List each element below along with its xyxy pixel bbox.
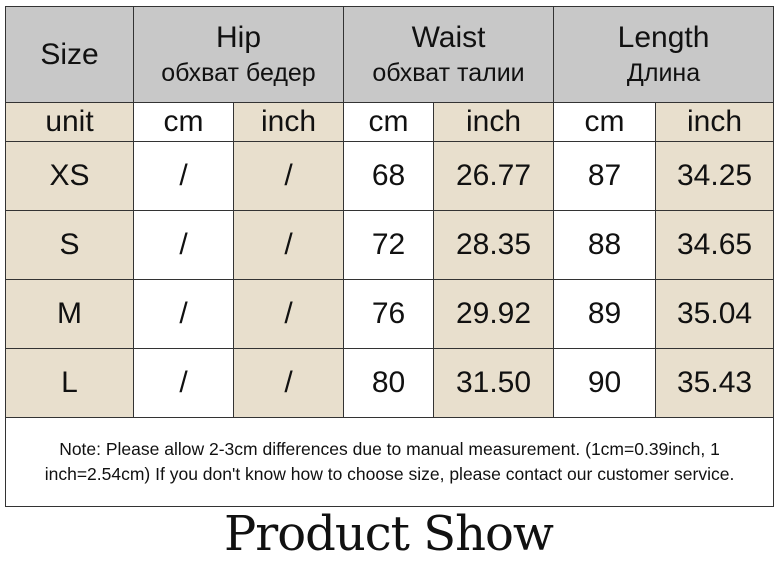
table-cell: 72 (343, 210, 434, 280)
unit-row: unit cm inch cm inch cm inch (5, 102, 775, 142)
table-cell: 34.25 (655, 141, 775, 211)
size-header-label: Size (40, 37, 99, 71)
table-cell: / (133, 210, 234, 280)
table-cell: 35.43 (655, 348, 775, 418)
table-cell: / (233, 279, 344, 349)
table-cell: 90 (553, 348, 657, 418)
waist-header-ru: обхват талии (372, 58, 525, 87)
unit-cell: cm (133, 102, 234, 142)
table-cell: / (133, 279, 234, 349)
table-cell: 89 (553, 279, 657, 349)
hip-header-en: Hip (215, 20, 261, 54)
table-row: M / / 76 29.92 89 35.04 (5, 279, 775, 349)
measurement-note: Note: Please allow 2-3cm differences due… (4, 417, 775, 507)
table-cell: 87 (553, 141, 657, 211)
table-cell: 35.04 (655, 279, 775, 349)
table-row: S / / 72 28.35 88 34.65 (5, 210, 775, 280)
table-cell: / (233, 141, 344, 211)
size-cell: XS (5, 141, 134, 211)
table-row: L / / 80 31.50 90 35.43 (5, 348, 775, 418)
unit-cell: cm (553, 102, 657, 142)
table-cell: 76 (343, 279, 434, 349)
table-row: XS / / 68 26.77 87 34.25 (5, 141, 775, 211)
table-cell: 88 (553, 210, 657, 280)
unit-cell: inch (432, 102, 555, 142)
table-cell: 26.77 (432, 141, 555, 211)
length-header-en: Length (617, 20, 710, 54)
table-cell: 29.92 (432, 279, 555, 349)
size-cell: L (5, 348, 134, 418)
size-cell: S (5, 210, 134, 280)
waist-header: Waist обхват талии (342, 6, 555, 103)
unit-cell: unit (5, 102, 134, 142)
waist-header-en: Waist (411, 20, 486, 54)
table-cell: 31.50 (432, 348, 555, 418)
hip-header-ru: обхват бедер (161, 58, 316, 87)
size-header: Size (5, 6, 134, 103)
unit-cell: inch (233, 102, 344, 142)
size-cell: M (5, 279, 134, 349)
header-row: Size Hip обхват бедер Waist обхват талии… (5, 6, 775, 103)
hip-header: Hip обхват бедер (133, 6, 344, 103)
table-cell: 80 (343, 348, 434, 418)
unit-cell: inch (655, 102, 775, 142)
table-cell: / (133, 141, 234, 211)
table-cell: 28.35 (432, 210, 555, 280)
table-cell: 34.65 (655, 210, 775, 280)
product-show-title: Product Show (224, 506, 554, 562)
table-cell: / (233, 348, 344, 418)
length-header-ru: Длина (626, 58, 701, 87)
table-cell: / (233, 210, 344, 280)
note-row: Note: Please allow 2-3cm differences due… (4, 417, 775, 507)
table-cell: / (133, 348, 234, 418)
table-cell: 68 (343, 141, 434, 211)
unit-cell: cm (343, 102, 434, 142)
size-chart-table: Size Hip обхват бедер Waist обхват талии… (4, 6, 775, 507)
length-header: Length Длина (553, 6, 775, 103)
